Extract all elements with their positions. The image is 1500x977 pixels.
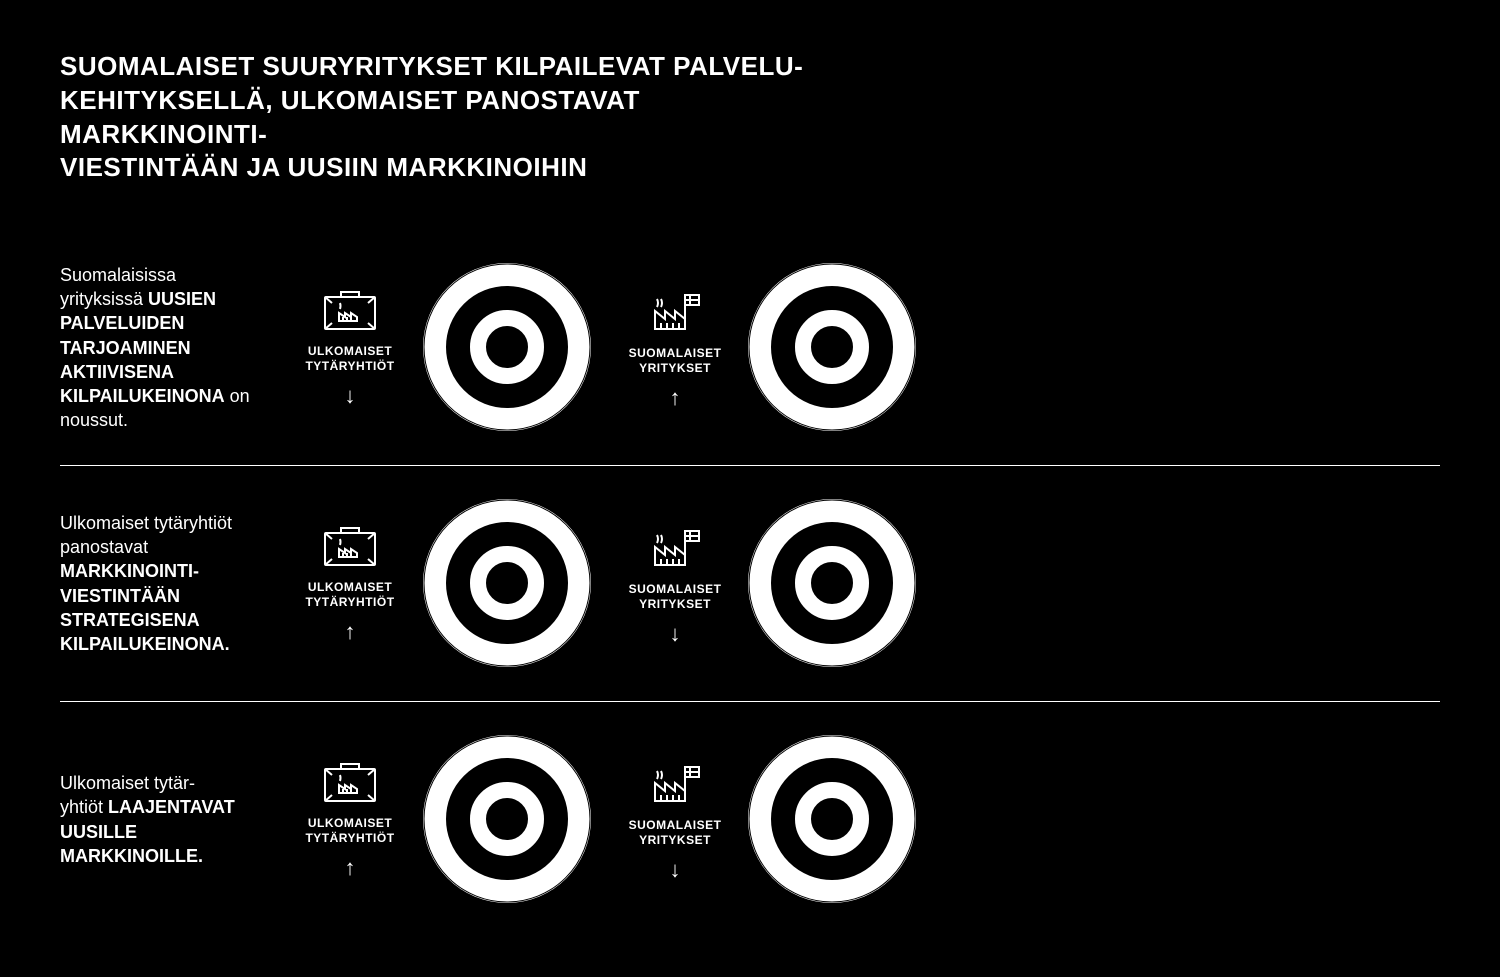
target-icon	[420, 260, 595, 435]
arrow-up-icon: ↑	[670, 385, 681, 411]
row: Ulkomaiset tytäryhtiöt panostavat MARKKI…	[60, 466, 1440, 702]
row: Suomalaisissa yrityksissä UUSIEN PALVELU…	[60, 230, 1440, 466]
target-suomalaiset: 18%	[745, 496, 920, 671]
label-block-suomalaiset: SUOMALAISETYRITYKSET ↓	[615, 521, 735, 647]
row-description: Ulkomaiset tytäryhtiöt panostavat MARKKI…	[60, 511, 270, 657]
label-block-ulkomaiset: ULKOMAISETTYTÄRYHTIÖT ↓	[290, 287, 410, 409]
arrow-down-icon: ↓	[670, 621, 681, 647]
ulkomaiset-icon-wrap	[321, 287, 379, 338]
row-description-bold: LAAJENTAVAT UUSILLE MARKKINOILLE.	[60, 797, 235, 866]
ulkomaiset-icon-wrap	[321, 759, 379, 810]
ulkomaiset-icon-wrap	[321, 523, 379, 574]
target-suomalaiset: 16%	[745, 732, 920, 907]
row-description: Suomalaisissa yrityksissä UUSIEN PALVELU…	[60, 263, 270, 433]
group-label-suomalaiset: SUOMALAISETYRITYKSET	[629, 346, 722, 377]
group-label-suomalaiset: SUOMALAISETYRITYKSET	[629, 818, 722, 849]
group-label-ulkomaiset: ULKOMAISETTYTÄRYHTIÖT	[305, 580, 394, 611]
arrow-down-icon: ↓	[345, 383, 356, 409]
target-icon	[420, 496, 595, 671]
target-suomalaiset: 29%	[745, 260, 920, 435]
group-label-suomalaiset: SUOMALAISETYRITYKSET	[629, 582, 722, 613]
flag-factory-icon	[647, 521, 703, 571]
suomalaiset-icon-wrap	[647, 521, 703, 576]
group-suomalaiset: SUOMALAISETYRITYKSET ↑ 29%	[615, 260, 920, 435]
row-description-bold: MARKKINOINTI-VIESTINTÄÄN STRATEGISENA KI…	[60, 561, 230, 654]
target-icon	[745, 732, 920, 907]
group-label-ulkomaiset: ULKOMAISETTYTÄRYHTIÖT	[305, 344, 394, 375]
group-suomalaiset: SUOMALAISETYRITYKSET ↓ 18%	[615, 496, 920, 671]
page-title: SUOMALAISET SUURYRITYKSET KILPAILEVAT PA…	[60, 50, 810, 185]
target-icon	[745, 496, 920, 671]
arrow-up-icon: ↑	[345, 619, 356, 645]
target-ulkomaiset: 25%	[420, 260, 595, 435]
target-icon	[745, 260, 920, 435]
row-description-bold: UUSIEN PALVELUIDEN TARJOAMINEN AKTIIVISE…	[60, 289, 225, 406]
row: Ulkomaiset tytär-yhtiöt LAAJENTAVAT UUSI…	[60, 702, 1440, 937]
briefcase-factory-icon	[321, 523, 379, 569]
flag-factory-icon	[647, 757, 703, 807]
target-icon	[420, 732, 595, 907]
group-suomalaiset: SUOMALAISETYRITYKSET ↓ 16%	[615, 732, 920, 907]
suomalaiset-icon-wrap	[647, 757, 703, 812]
briefcase-factory-icon	[321, 759, 379, 805]
label-block-suomalaiset: SUOMALAISETYRITYKSET ↑	[615, 285, 735, 411]
arrow-down-icon: ↓	[670, 857, 681, 883]
label-block-ulkomaiset: ULKOMAISETTYTÄRYHTIÖT ↑	[290, 759, 410, 881]
label-block-ulkomaiset: ULKOMAISETTYTÄRYHTIÖT ↑	[290, 523, 410, 645]
target-ulkomaiset: 23%	[420, 732, 595, 907]
target-ulkomaiset: 25%	[420, 496, 595, 671]
briefcase-factory-icon	[321, 287, 379, 333]
group-ulkomaiset: ULKOMAISETTYTÄRYHTIÖT ↓ 25%	[290, 260, 595, 435]
label-block-suomalaiset: SUOMALAISETYRITYKSET ↓	[615, 757, 735, 883]
group-label-ulkomaiset: ULKOMAISETTYTÄRYHTIÖT	[305, 816, 394, 847]
suomalaiset-icon-wrap	[647, 285, 703, 340]
row-description: Ulkomaiset tytär-yhtiöt LAAJENTAVAT UUSI…	[60, 771, 270, 868]
group-ulkomaiset: ULKOMAISETTYTÄRYHTIÖT ↑ 25%	[290, 496, 595, 671]
group-ulkomaiset: ULKOMAISETTYTÄRYHTIÖT ↑ 23%	[290, 732, 595, 907]
arrow-up-icon: ↑	[345, 855, 356, 881]
rows-container: Suomalaisissa yrityksissä UUSIEN PALVELU…	[60, 230, 1440, 937]
flag-factory-icon	[647, 285, 703, 335]
